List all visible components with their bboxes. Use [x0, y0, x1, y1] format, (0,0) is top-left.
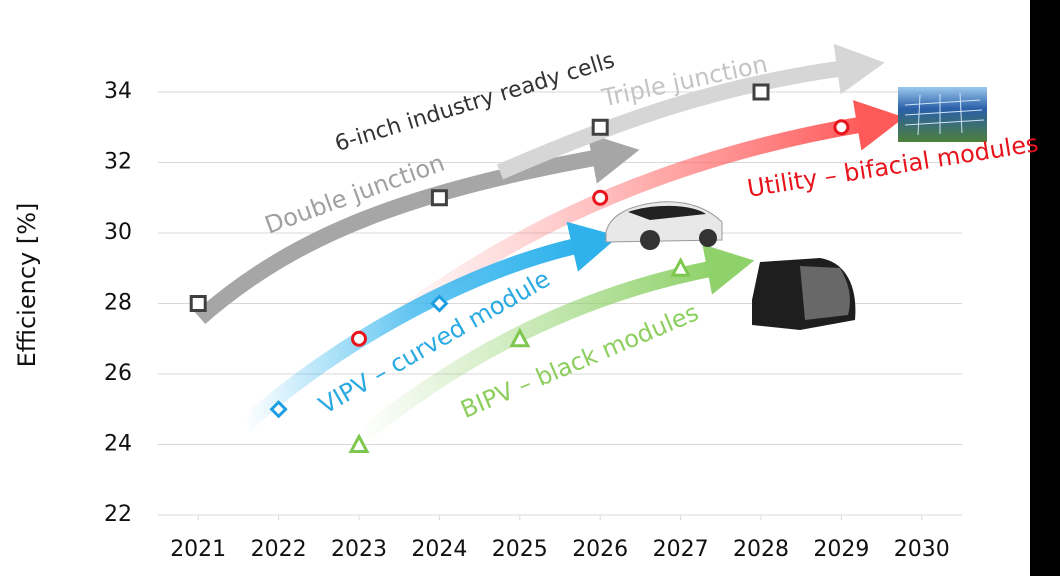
arrows [194, 43, 905, 445]
y-tick-label: 22 [104, 502, 132, 527]
solar-panel-image [898, 87, 987, 142]
x-tick-label: 2030 [894, 537, 950, 562]
x-tick-label: 2028 [733, 537, 789, 562]
x-tick-label: 2026 [572, 537, 628, 562]
x-tick-label: 2021 [170, 537, 226, 562]
arrow [194, 133, 640, 325]
marker-square [189, 295, 207, 312]
y-tick-label: 28 [104, 291, 132, 316]
x-tick-label: 2025 [492, 537, 548, 562]
marker-square [430, 189, 448, 207]
plot [189, 83, 850, 453]
marker-triangle [509, 327, 531, 348]
y-tick-label: 30 [104, 220, 132, 245]
marker-square [752, 83, 770, 101]
arrow [496, 43, 885, 180]
y-tick-label: 34 [104, 79, 132, 104]
side-band [1030, 0, 1060, 576]
marker-circle [351, 330, 367, 347]
printer-image [752, 258, 856, 330]
x-tick-label: 2024 [411, 537, 467, 562]
marker-square [591, 118, 609, 136]
marker-diamond [430, 294, 449, 313]
marker-triangle [670, 257, 692, 277]
y-tick-label: 32 [104, 150, 132, 175]
car-image [605, 201, 723, 250]
x-tick-label: 2027 [653, 537, 709, 562]
arrow [239, 221, 620, 431]
marker-triangle [348, 433, 370, 453]
y-tick-label: 26 [104, 361, 132, 386]
y-tick-label: 24 [104, 432, 132, 457]
x-tick-label: 2023 [331, 537, 387, 562]
x-tick-label: 2029 [813, 537, 869, 562]
arrow [354, 244, 755, 445]
x-tick-label: 2022 [251, 537, 307, 562]
y-axis-title: Efficiency [%] [13, 203, 41, 368]
marker-circle [833, 119, 850, 136]
marker-diamond [269, 400, 288, 419]
marker-circle [592, 189, 609, 206]
